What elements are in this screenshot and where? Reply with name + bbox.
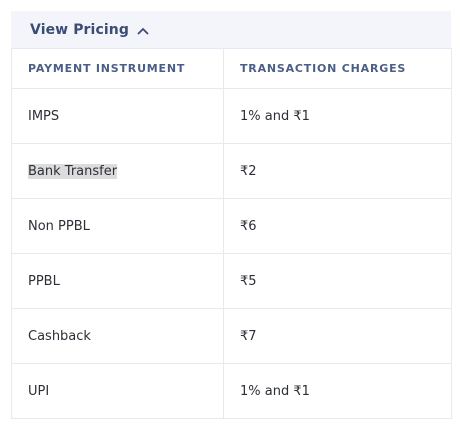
instrument-cell: IMPS — [11, 88, 224, 144]
table-row: IMPS 1% and ₹1 — [11, 88, 452, 144]
charge-cell: ₹5 — [223, 253, 452, 309]
table-row: PPBL ₹5 — [11, 253, 452, 309]
instrument-cell: Non PPBL — [11, 198, 224, 254]
table-row: UPI 1% and ₹1 — [11, 363, 452, 419]
pricing-panel: View Pricing PAYMENT INSTRUMENT TRANSACT… — [11, 11, 452, 419]
charge-cell: 1% and ₹1 — [223, 363, 452, 419]
selected-text: Bank Transfer — [28, 163, 118, 179]
table-header-row: PAYMENT INSTRUMENT TRANSACTION CHARGES — [11, 48, 452, 89]
table-row: Non PPBL ₹6 — [11, 198, 452, 254]
view-pricing-label: View Pricing — [30, 21, 129, 38]
charge-cell: ₹2 — [223, 143, 452, 199]
charge-cell: ₹7 — [223, 308, 452, 364]
pricing-table: PAYMENT INSTRUMENT TRANSACTION CHARGES I… — [11, 48, 452, 419]
charge-cell: 1% and ₹1 — [223, 88, 452, 144]
view-pricing-toggle[interactable]: View Pricing — [11, 11, 451, 48]
table-row: Bank Transfer ₹2 — [11, 143, 452, 199]
instrument-cell: PPBL — [11, 253, 224, 309]
instrument-cell: Bank Transfer — [11, 143, 224, 199]
table-row: Cashback ₹7 — [11, 308, 452, 364]
instrument-cell: UPI — [11, 363, 224, 419]
charge-cell: ₹6 — [223, 198, 452, 254]
header-payment-instrument: PAYMENT INSTRUMENT — [11, 48, 224, 89]
instrument-cell: Cashback — [11, 308, 224, 364]
chevron-up-icon — [137, 27, 149, 34]
header-transaction-charges: TRANSACTION CHARGES — [223, 48, 452, 89]
